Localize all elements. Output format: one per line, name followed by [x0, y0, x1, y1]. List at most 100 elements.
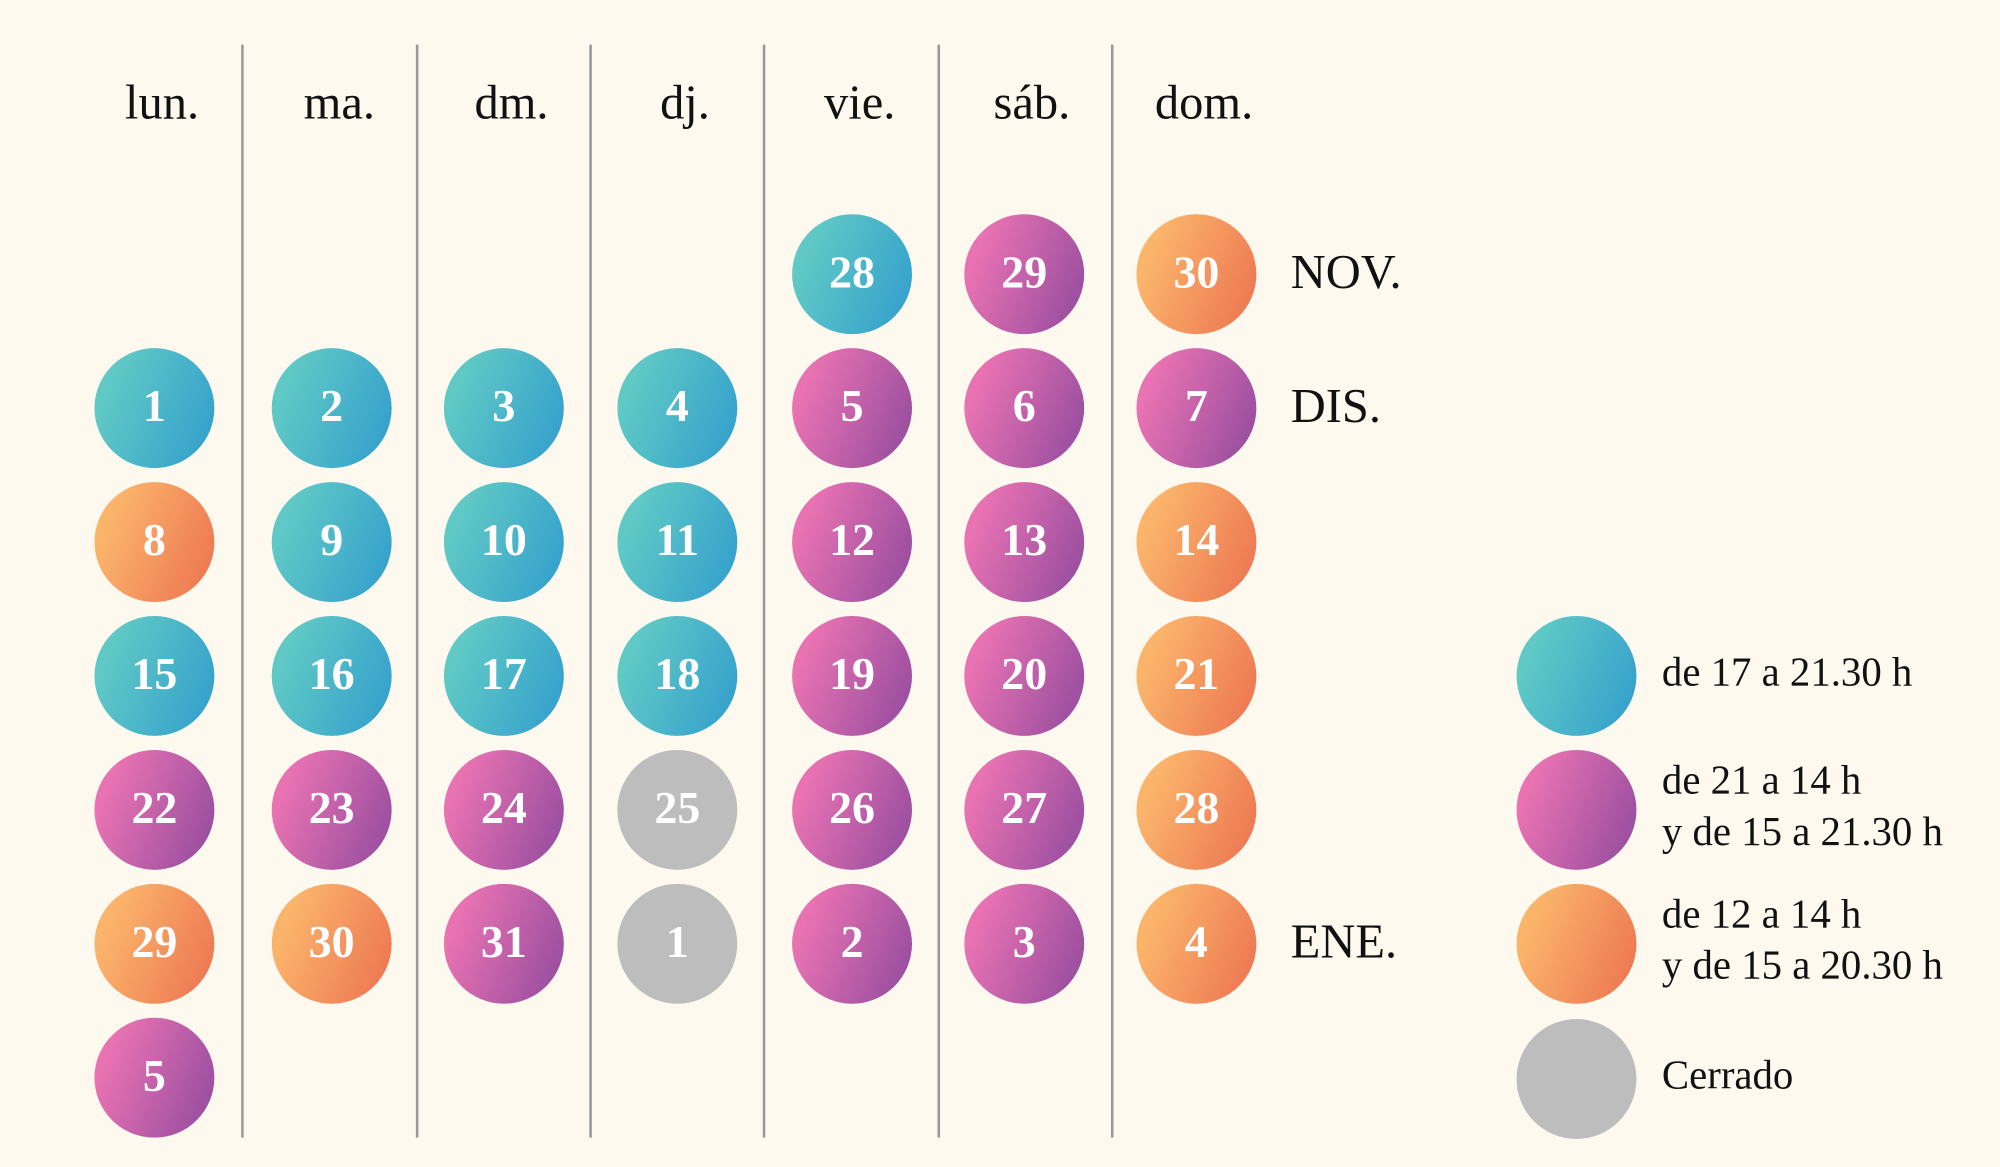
day-circle	[271, 482, 392, 602]
weekday-label: vie.	[824, 76, 895, 129]
day-circle	[792, 883, 912, 1004]
day-circle	[443, 749, 564, 870]
day-circle	[94, 749, 215, 870]
day-circle	[1136, 883, 1257, 1004]
day-circle	[94, 1017, 215, 1138]
day-number: 21	[1173, 648, 1219, 699]
day-number: 19	[829, 648, 875, 699]
day-circle	[964, 749, 1085, 870]
day-circle	[617, 348, 738, 469]
day-number: 2	[841, 916, 864, 967]
day-circle	[1136, 482, 1257, 602]
month-label: DIS.	[1291, 380, 1381, 433]
day-number: 6	[1013, 380, 1036, 431]
day-circle	[94, 348, 215, 469]
weekday-label: ma.	[304, 76, 375, 129]
day-circle	[271, 749, 392, 870]
day-number: 17	[481, 648, 527, 699]
legend-label: y de 15 a 21.30 h	[1662, 809, 1943, 854]
legend-label: de 12 a 14 h	[1662, 892, 1861, 937]
day-circle	[617, 749, 738, 870]
day-number: 18	[654, 648, 700, 699]
day-number: 20	[1001, 648, 1047, 699]
day-circle	[792, 348, 912, 469]
legend-label: y de 15 a 20.30 h	[1662, 943, 1943, 988]
day-number: 30	[1173, 246, 1219, 297]
legend-swatch	[1516, 616, 1637, 736]
day-number: 30	[309, 916, 355, 967]
day-circle	[1136, 749, 1257, 870]
day-circle	[617, 482, 738, 602]
day-circle	[443, 883, 564, 1004]
dividers	[241, 44, 1114, 1138]
day-circle	[964, 883, 1085, 1004]
day-number: 12	[829, 514, 875, 565]
day-number: 7	[1185, 380, 1208, 431]
day-number: 10	[481, 514, 527, 565]
day-circle	[443, 616, 564, 736]
weekday-label: dm.	[475, 76, 549, 129]
day-number: 5	[841, 380, 864, 431]
day-number: 15	[131, 648, 177, 699]
day-number: 11	[656, 514, 699, 565]
day-number: 23	[309, 782, 355, 833]
day-number: 28	[829, 246, 875, 297]
day-circle	[94, 616, 215, 736]
day-number: 25	[654, 782, 700, 833]
day-circle	[94, 883, 215, 1004]
day-circle	[792, 616, 912, 736]
day-circle	[792, 214, 912, 335]
day-number: 3	[1013, 916, 1036, 967]
weekday-label: sáb.	[994, 76, 1071, 129]
day-number: 13	[1001, 514, 1047, 565]
day-number: 8	[143, 514, 166, 565]
day-circle	[271, 616, 392, 736]
day-number: 16	[309, 648, 355, 699]
day-number: 9	[320, 514, 343, 565]
day-number: 1	[666, 916, 689, 967]
legend-label: Cerrado	[1662, 1052, 1793, 1097]
day-circle	[94, 482, 215, 602]
day-number: 31	[481, 916, 527, 967]
weekday-label: dom.	[1155, 76, 1253, 129]
day-number: 29	[131, 916, 177, 967]
day-circle	[964, 348, 1085, 469]
day-circle	[964, 482, 1085, 602]
day-number: 28	[1173, 782, 1219, 833]
day-circle	[964, 616, 1085, 736]
day-number: 22	[131, 782, 177, 833]
day-number: 26	[829, 782, 875, 833]
day-circle	[1136, 616, 1257, 736]
day-number: 4	[666, 380, 689, 431]
month-label: ENE.	[1291, 915, 1397, 968]
day-circle	[1136, 214, 1257, 335]
day-circle	[443, 348, 564, 469]
day-number: 29	[1001, 246, 1047, 297]
day-number: 2	[320, 380, 343, 431]
day-circle	[443, 482, 564, 602]
legend-swatch	[1516, 883, 1637, 1004]
day-number: 14	[1173, 514, 1219, 565]
day-circle	[271, 348, 392, 469]
day-circle	[617, 616, 738, 736]
day-number: 5	[143, 1050, 166, 1101]
day-circle	[964, 214, 1085, 335]
weekday-label: lun.	[125, 76, 199, 129]
day-circle	[792, 749, 912, 870]
day-number: 27	[1001, 782, 1047, 833]
day-circle	[792, 482, 912, 602]
day-number: 1	[143, 380, 166, 431]
day-number: 3	[492, 380, 515, 431]
day-circle	[617, 883, 738, 1004]
day-circle	[1136, 348, 1257, 469]
day-number: 4	[1185, 916, 1208, 967]
weekday-label: dj.	[660, 76, 710, 129]
legend-label: de 17 a 21.30 h	[1662, 649, 1912, 694]
legend-swatch	[1516, 749, 1637, 870]
legend-swatch	[1516, 1019, 1637, 1139]
month-label: NOV.	[1291, 246, 1402, 299]
day-number: 24	[481, 782, 527, 833]
day-circle	[271, 883, 392, 1004]
legend-label: de 21 a 14 h	[1662, 758, 1861, 803]
